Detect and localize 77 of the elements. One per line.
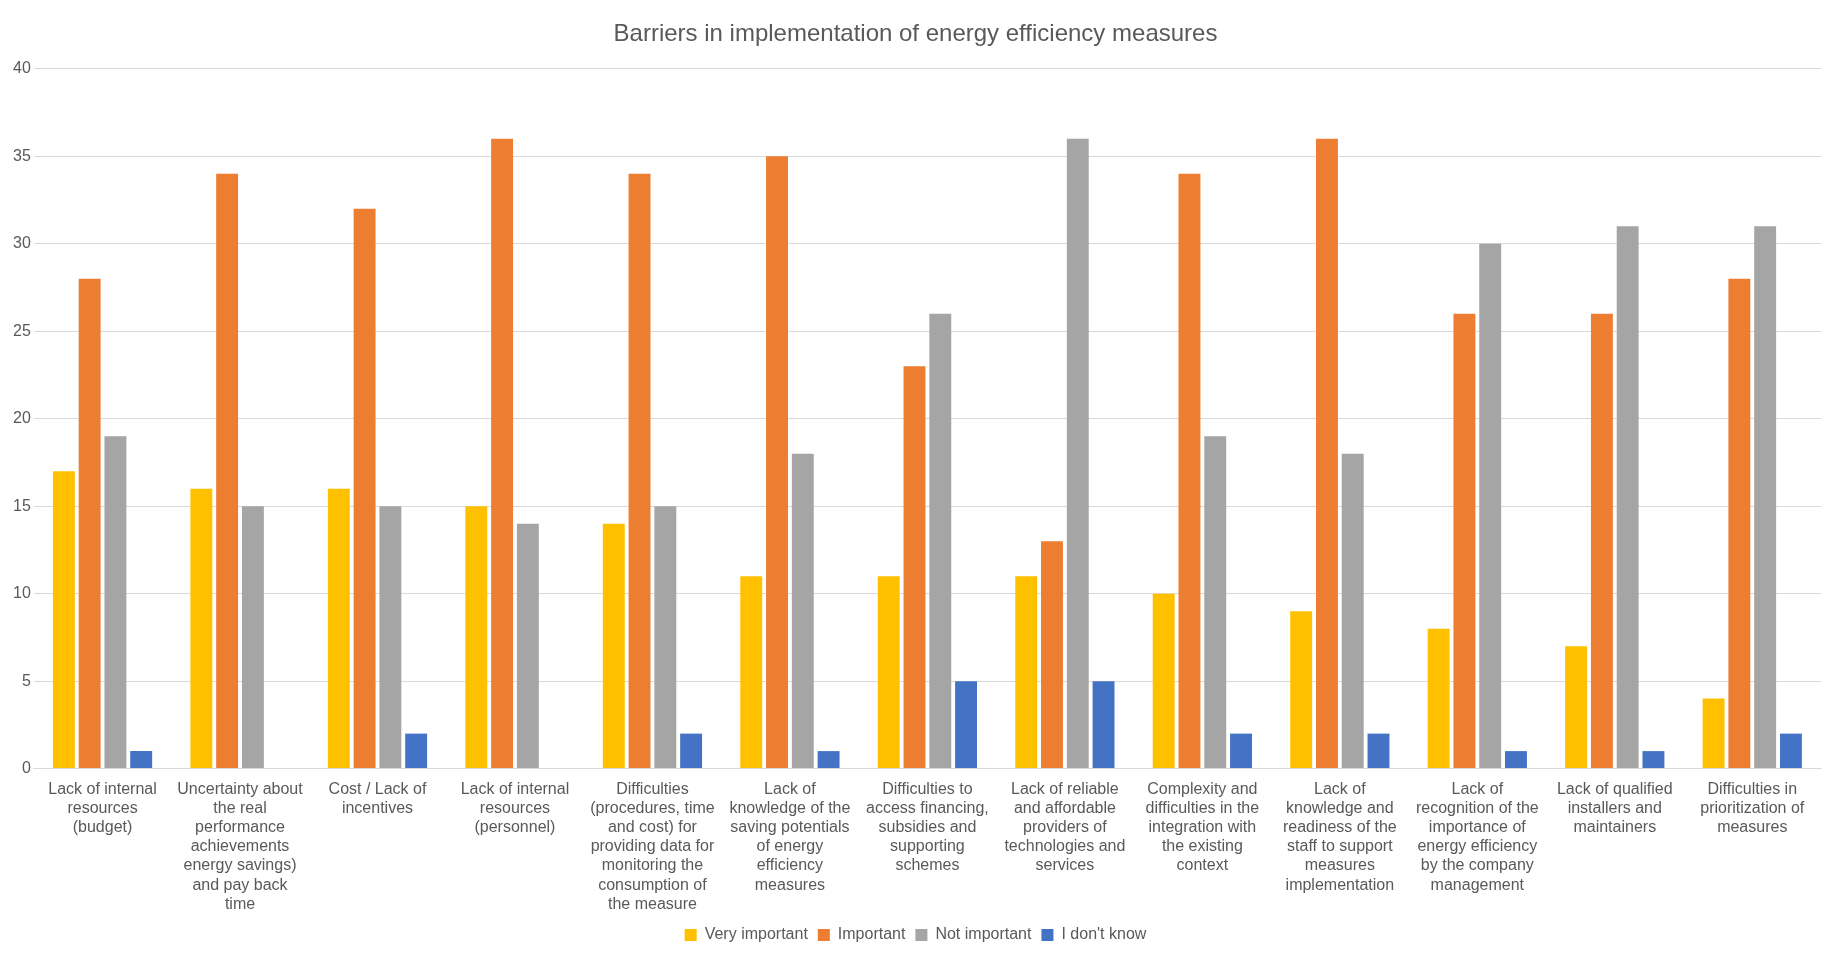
y-tick-label: 35 (13, 146, 31, 164)
bar (327, 488, 350, 769)
bar (1728, 278, 1751, 769)
bar (654, 506, 677, 769)
y-tick-label: 10 (13, 584, 31, 602)
bar (1779, 733, 1802, 769)
bar (1341, 453, 1364, 769)
bar (1565, 646, 1588, 769)
legend-label: Very important (704, 925, 809, 943)
bar (465, 506, 488, 769)
bar (1642, 751, 1665, 769)
bar (190, 488, 213, 769)
legend-label: I don't know (1061, 925, 1147, 943)
y-tick-label: 15 (13, 496, 31, 514)
x-tick-label: Lack of internal resources (personnel) (460, 779, 570, 836)
x-tick-label: Lack of knowledge and readiness of the staff to support measures implementation (1282, 779, 1397, 893)
bar (1015, 576, 1038, 769)
x-tick-label: Difficulties to access financing, subsidies and supporting schemes (866, 779, 989, 874)
bar (405, 733, 428, 769)
bar (628, 173, 651, 769)
bar (1041, 541, 1063, 769)
bar (1290, 611, 1313, 769)
x-tick-label: Difficulties in prioritization of measures (1700, 779, 1805, 836)
bar (1616, 226, 1639, 769)
bar (241, 506, 264, 769)
x-tick-label: Lack of reliable and affordable providers of technologies and services (1004, 779, 1126, 874)
bar (766, 156, 788, 769)
bar (1754, 226, 1777, 769)
bar (1453, 313, 1476, 769)
bar (491, 138, 514, 769)
bar (1702, 698, 1725, 769)
bar (104, 436, 127, 769)
x-tick-label: Lack of recognition of the importance of energy efficiency by the company management (1415, 779, 1539, 893)
x-tick-label: Uncertainty about the real performance achievements energy savings) and pay back time (177, 779, 304, 912)
y-tick-label: 20 (13, 409, 31, 427)
bar (1590, 313, 1613, 769)
y-tick-label: 0 (21, 759, 31, 777)
bar (1367, 733, 1390, 769)
bar (903, 366, 926, 769)
bar (1230, 733, 1252, 769)
bar (130, 751, 153, 769)
bar (680, 733, 703, 769)
bar (353, 208, 376, 769)
x-tick-label: Complexity and difficulties in the integration with the existing context (1145, 779, 1260, 874)
x-tick-label: Difficulties (procedures, time and cost) for providing data for monitoring the consumption of the measure (590, 779, 715, 912)
bar (1427, 628, 1450, 769)
bar (602, 523, 625, 769)
legend-label: Not important (935, 925, 1032, 943)
legend-label: Important (837, 925, 906, 943)
bar (516, 523, 539, 769)
bar (817, 751, 840, 769)
y-tick-label: 30 (13, 234, 31, 252)
bar (1315, 138, 1338, 769)
bar (1204, 436, 1227, 769)
x-tick-label: Lack of qualified installers and maintainers (1556, 779, 1673, 836)
bar (929, 313, 952, 769)
bar (791, 453, 814, 769)
bar (955, 681, 978, 769)
x-tick-label: Cost / Lack of incentives (328, 779, 427, 816)
y-tick-label: 25 (13, 321, 31, 339)
bar (379, 506, 402, 769)
bar (52, 471, 75, 769)
x-tick-label: Lack of internal resources (budget) (48, 779, 157, 836)
y-tick-label: 5 (21, 671, 31, 689)
bar (1479, 243, 1502, 769)
bar (78, 278, 101, 769)
bar (1092, 681, 1115, 769)
x-tick-label: Lack of knowledge of the saving potentials of energy efficiency measures (729, 779, 851, 893)
y-tick-label: 40 (13, 59, 31, 77)
bar (1178, 173, 1201, 769)
bar (216, 173, 239, 769)
bar (877, 576, 900, 769)
bar (1505, 751, 1527, 769)
bar (740, 576, 763, 769)
bar (1066, 138, 1089, 769)
chart-title: Barriers in implementation of energy efficiency measures (613, 19, 1218, 47)
bar (1152, 593, 1175, 769)
